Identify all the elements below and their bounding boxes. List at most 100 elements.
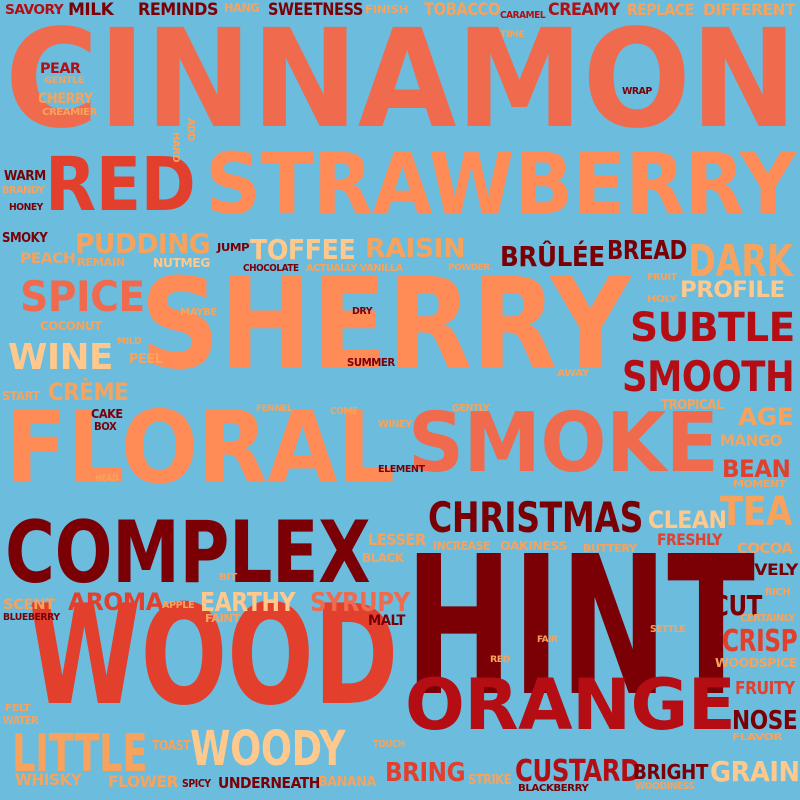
word-spicy: SPICY [182,777,211,790]
word-nutmeg: NUTMEG [153,256,210,270]
word-cocoa: COCOA [737,541,793,557]
word-holy: HOLY [647,294,677,305]
word-tea: TEA [720,489,793,535]
word-actually-vanilla: ACTUALLY VANILLA [306,263,403,274]
word-rich: RICH [765,587,791,598]
word-nose: NOSE [732,706,798,736]
word-raisin: RAISIN [365,234,466,264]
word-blueberry: BLUEBERRY [3,612,60,623]
word-hang: HANG [224,1,260,15]
word-add: ADD [185,118,196,141]
word-clean: CLEAN [648,506,727,534]
word-strawberry: STRAWBERRY [205,135,796,233]
word-smoke: SMOKE [408,396,719,491]
word-savory: SAVORY [5,3,64,18]
word-woodspice: WOODSPICE [715,656,798,670]
word-flower: FLOWER [108,772,179,791]
word-freshly: FRESHLY [657,530,722,549]
word-woody: WOODY [190,721,346,777]
word-wood: WOOD [28,575,399,736]
word-fruity: FRUITY [735,678,795,699]
word-bright: BRIGHT [633,760,708,784]
word-hard: HARD [170,132,181,163]
word-peach: PEACH [20,251,76,267]
word-smoky: SMOKY [2,231,48,246]
word-start: START [2,389,40,403]
word-spice: SPICE [20,272,145,321]
word-apple: APPLE [162,600,195,611]
word-age: AGE [738,403,794,431]
word-bean: BEAN [722,455,791,483]
word-fair: FAIR [537,635,558,645]
word-red: RED [45,142,196,228]
word-dry: DRY [352,306,373,317]
word-orange: ORANGE [405,664,736,746]
word-mango: MANGO [720,431,782,450]
word-hint: HINT [405,516,755,739]
word-red: RED [490,655,511,665]
word-earthy: EARTHY [200,588,296,618]
word-little: LITTLE [12,724,148,784]
word-toffee: TOFFEE [250,233,356,266]
word-faint: FAINT [205,612,241,625]
word-peel: PEEL [129,352,163,367]
word-box: BOX [94,420,117,433]
word-caramel: CARAMEL [500,10,546,21]
word-gently: GENTLY [452,403,490,414]
word-milk: MILK [68,0,114,20]
word-woodiness: WOODINESS [635,781,695,792]
word-honey: HONEY [9,202,43,213]
word-bit: BIT [219,572,237,583]
word-jump: JUMP [217,241,250,254]
word-crisp: CRISP [722,624,798,659]
word-bread: BREAD [607,236,687,266]
word-maybe: MAYBE [180,307,217,318]
word-cherry: CHERRY [38,91,93,107]
word-creme: CRÈME [48,378,129,406]
word-custard: CUSTARD [515,754,640,789]
word-coconut: COCONUT [40,319,102,333]
word-pear: PEAR [40,61,81,77]
word-scent: SCENT [3,597,55,613]
word-tropical: TROPICAL [661,398,724,413]
word-oakiness: OAKINESS [500,539,567,553]
word-flavor: FLAVOR [732,732,783,743]
word-malt: MALT [368,613,405,629]
word-subtle: SUBTLE [630,305,795,351]
word-brandy: BRANDY [2,185,45,196]
word-fennel: FENNEL [256,404,293,414]
word-smooth: SMOOTH [622,352,795,401]
word-cake: CAKE [91,407,123,421]
word-winey: WINEY [378,419,412,430]
word-settle: SETTLE [650,624,686,635]
word-replace: REPLACE [627,0,694,19]
word-aroma: AROMA [68,588,164,616]
word-cut: CUT [712,589,762,622]
word-grain: GRAIN [710,755,800,788]
word-buttery: BUTTERY [583,542,637,555]
word-warm: WARM [4,169,46,184]
word-element: ELEMENT [378,464,425,475]
word-cinnamon: CINNAMON [5,1,797,159]
word-strike: STRIKE [468,773,512,788]
word-certainly: CERTAINLY [740,613,795,624]
word-christmas: CHRISTMAS [428,493,644,542]
word-powder: POWDER [448,263,490,273]
word-black: BLACK [362,551,404,565]
word-pudding: PUDDING [75,227,211,260]
word-sweetness: SWEETNESS [268,0,363,20]
word-syrupy: SYRUPY [310,588,410,618]
word-brulee: BRÛLÉE [500,240,605,273]
word-creamy: CREAMY [548,0,620,20]
word-reminds: REMINDS [138,0,219,20]
word-summer: SUMMER [347,356,395,369]
word-wine: WINE [8,337,113,378]
word-touch: TOUCH [373,739,405,750]
word-moment: MOMENT [733,479,786,490]
word-sherry: SHERRY [140,252,631,397]
word-finish: FINISH [365,3,409,16]
word-complex: COMPLEX [5,503,371,603]
word-time: TIME [500,30,525,40]
word-away: AWAY [557,368,589,379]
